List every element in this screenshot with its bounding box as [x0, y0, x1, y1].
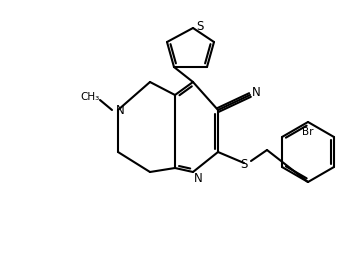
Text: S: S [240, 157, 248, 170]
Text: N: N [193, 171, 202, 184]
Text: CH₃: CH₃ [80, 92, 100, 102]
Text: Br: Br [302, 127, 314, 137]
Text: N: N [116, 103, 124, 117]
Text: S: S [196, 20, 204, 33]
Text: N: N [252, 86, 260, 99]
